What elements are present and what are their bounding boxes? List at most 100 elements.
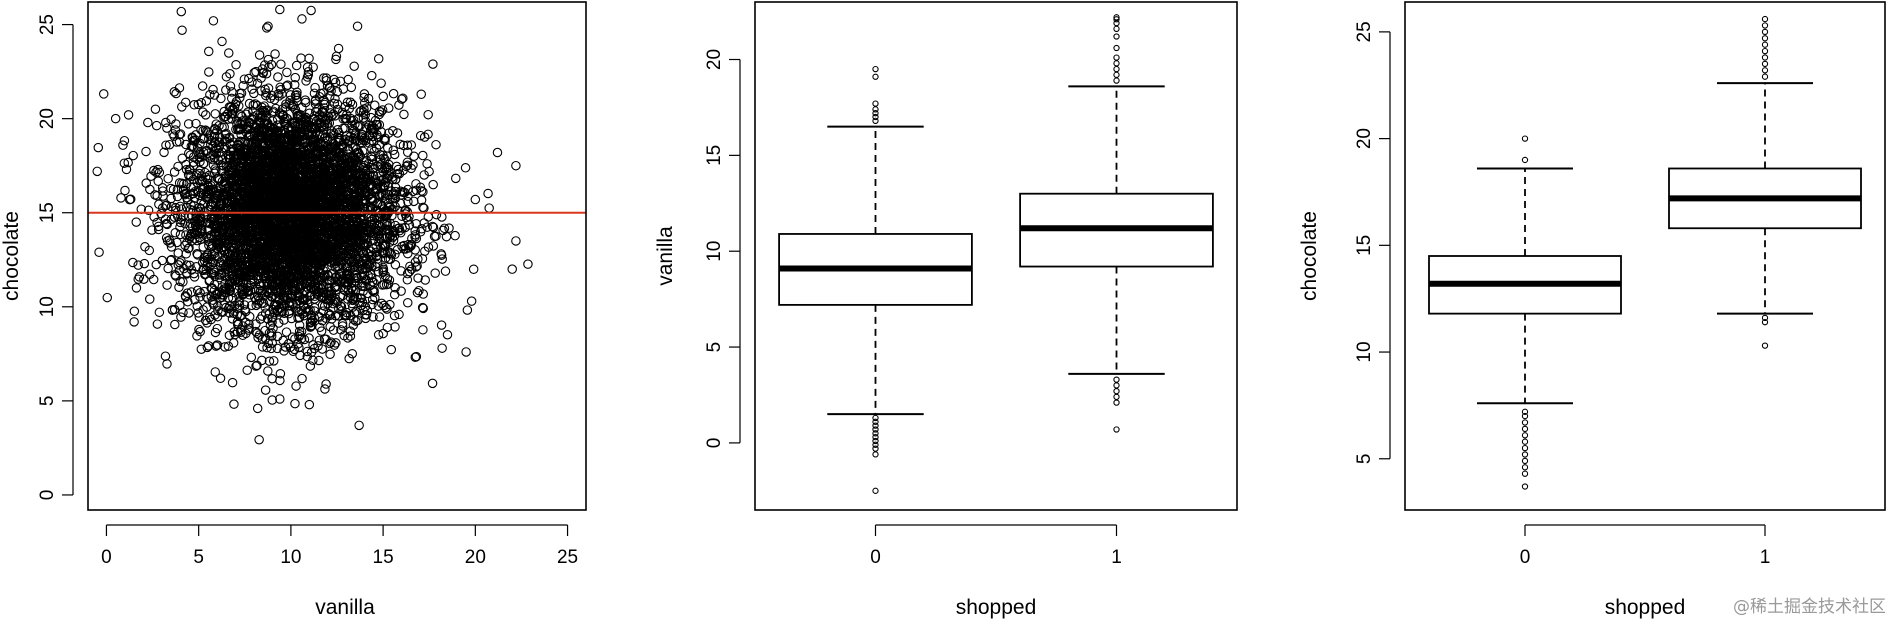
scatter-point <box>444 223 454 233</box>
scatter-point <box>169 167 180 177</box>
scatter-point <box>119 135 130 146</box>
scatter-point <box>210 109 220 119</box>
scatter-point <box>352 21 363 32</box>
scatter-point <box>120 185 130 196</box>
scatter-point <box>177 102 187 112</box>
scatter-point <box>213 301 223 311</box>
scatter-point <box>93 142 104 153</box>
scatter-point <box>159 147 169 158</box>
scatter-point <box>160 214 171 224</box>
scatter-point <box>231 60 241 70</box>
scatter-point <box>145 294 155 304</box>
scatter-point <box>197 81 208 91</box>
scatter-point <box>335 292 346 302</box>
scatter-point <box>152 217 162 228</box>
scatter-point <box>128 150 138 161</box>
scatter-point <box>131 283 142 293</box>
scatter-point <box>191 118 201 129</box>
scatter-point <box>370 100 380 111</box>
scatter-point <box>210 367 221 377</box>
scatter-point <box>143 205 154 216</box>
scatter-point <box>408 160 418 170</box>
scatter-point <box>128 257 138 268</box>
scatter-point <box>139 258 150 269</box>
scatter-point <box>269 356 279 366</box>
scatter-point <box>523 259 533 269</box>
scatter-point <box>417 302 428 313</box>
scatter-point <box>390 322 400 332</box>
scatter-point <box>145 184 155 195</box>
scatter-point <box>251 66 261 77</box>
scatter-point <box>293 339 303 349</box>
scatter-point <box>291 381 301 391</box>
scatter-point <box>320 384 330 394</box>
scatter-point <box>158 191 168 201</box>
scatter-point <box>437 212 447 222</box>
scatter-point <box>437 254 447 264</box>
scatter-point <box>304 53 314 64</box>
scatter-point <box>373 53 384 64</box>
scatter-point <box>402 140 413 150</box>
scatter-point <box>248 100 259 110</box>
scatter-point <box>198 107 208 117</box>
scatter-point <box>260 385 271 395</box>
scatter-point <box>376 78 386 88</box>
scatter-point <box>428 222 439 233</box>
scatter-point <box>483 188 493 199</box>
scatter-point <box>345 97 356 108</box>
scatter-point <box>388 88 399 99</box>
scatter-point <box>131 217 142 227</box>
scatter-point <box>419 170 429 180</box>
scatter-point <box>379 300 389 311</box>
scatter-point <box>153 224 164 235</box>
scatter-point <box>386 344 397 355</box>
scatter-point <box>325 349 335 360</box>
scatter-point <box>178 307 188 318</box>
scatter-point <box>190 294 200 305</box>
scatter-point <box>349 61 359 71</box>
scatter-point <box>411 351 422 362</box>
scatter-point <box>297 373 307 384</box>
scatter-point <box>389 310 400 321</box>
scatter-point <box>333 43 344 54</box>
scatter-point <box>428 179 438 190</box>
scatter-point <box>325 321 335 332</box>
scatter-point <box>450 230 460 241</box>
scatter-point <box>202 318 212 328</box>
scatter-point <box>378 267 388 278</box>
scatter-point <box>263 366 273 376</box>
scatter-point <box>295 350 305 361</box>
scatter-point <box>143 117 153 128</box>
scatter-point <box>319 103 330 113</box>
scatter-point <box>275 369 286 379</box>
scatter-point <box>382 224 393 235</box>
scatter-point <box>194 324 204 335</box>
scatter-point <box>102 292 113 303</box>
scatter-point <box>290 398 300 409</box>
scatter-point <box>254 50 265 60</box>
scatter-point <box>170 227 181 238</box>
scatter-point <box>154 307 165 318</box>
scatter-point <box>412 287 423 298</box>
scatter-point <box>484 203 494 213</box>
scatter-point <box>399 109 409 120</box>
scatter-point <box>442 329 453 340</box>
scatter-point <box>301 76 311 86</box>
scatter-point <box>224 48 234 58</box>
scatter-point <box>428 241 439 251</box>
scatter-point <box>252 78 263 88</box>
scatter-point <box>257 355 267 366</box>
scatter-point <box>416 89 426 99</box>
scatter-point <box>343 74 353 85</box>
scatter-point <box>196 344 207 354</box>
scatter-point <box>318 73 329 83</box>
scatter-point <box>431 139 441 150</box>
scatter-point <box>209 285 220 296</box>
scatter-point <box>423 212 434 222</box>
scatter-point <box>282 67 292 78</box>
scatter-point <box>422 159 432 169</box>
scatter-point <box>389 189 399 199</box>
scatter-point <box>276 59 286 69</box>
scatter-point <box>402 275 413 285</box>
